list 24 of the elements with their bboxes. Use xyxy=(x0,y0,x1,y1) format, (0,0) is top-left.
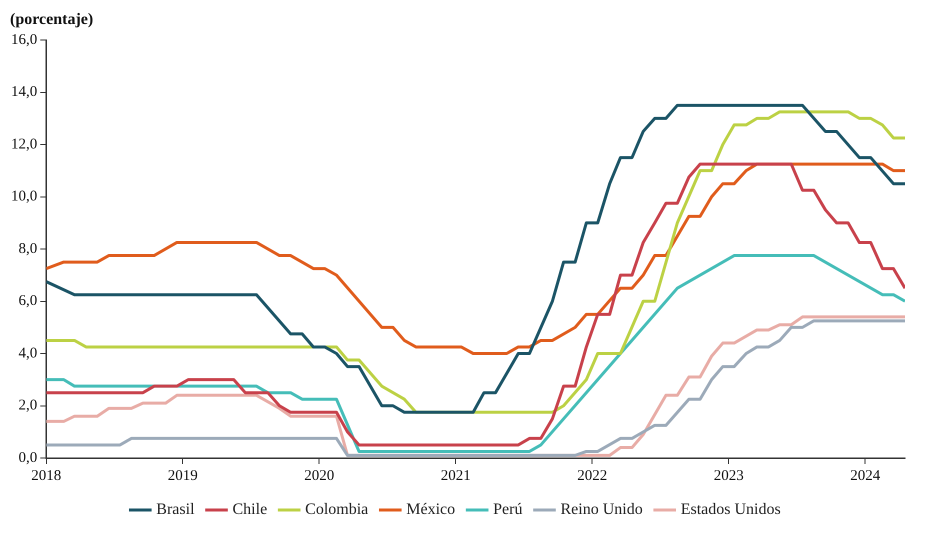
y-tick-label: 8,0 xyxy=(18,240,38,257)
y-tick-label: 12,0 xyxy=(11,136,38,152)
y-axis-title: (porcentaje) xyxy=(10,11,94,28)
y-tick-label: 4,0 xyxy=(18,345,38,362)
legend-label: Brasil xyxy=(156,501,196,518)
y-tick-label: 10,0 xyxy=(11,188,38,205)
x-tick-label: 2024 xyxy=(850,468,881,484)
y-tick-label: 16,0 xyxy=(11,32,38,48)
x-tick-label: 2018 xyxy=(31,468,62,484)
y-tick-label: 6,0 xyxy=(18,293,38,310)
x-tick-label: 2019 xyxy=(168,468,198,484)
y-tick-label: 2,0 xyxy=(18,398,38,414)
legend-label: Reino Unido xyxy=(560,501,643,518)
legend-label: Colombia xyxy=(305,501,368,518)
x-tick-label: 2023 xyxy=(714,468,744,484)
x-tick-label: 2021 xyxy=(440,468,471,484)
legend-label: Chile xyxy=(232,501,268,518)
x-tick-label: 2022 xyxy=(577,468,608,484)
legend-label: México xyxy=(406,501,456,518)
y-tick-label: 0,0 xyxy=(18,450,38,466)
x-tick-label: 2020 xyxy=(304,468,334,484)
legend-label: Perú xyxy=(493,501,522,518)
y-tick-label: 14,0 xyxy=(11,84,38,100)
legend-label: Estados Unidos xyxy=(680,501,781,518)
